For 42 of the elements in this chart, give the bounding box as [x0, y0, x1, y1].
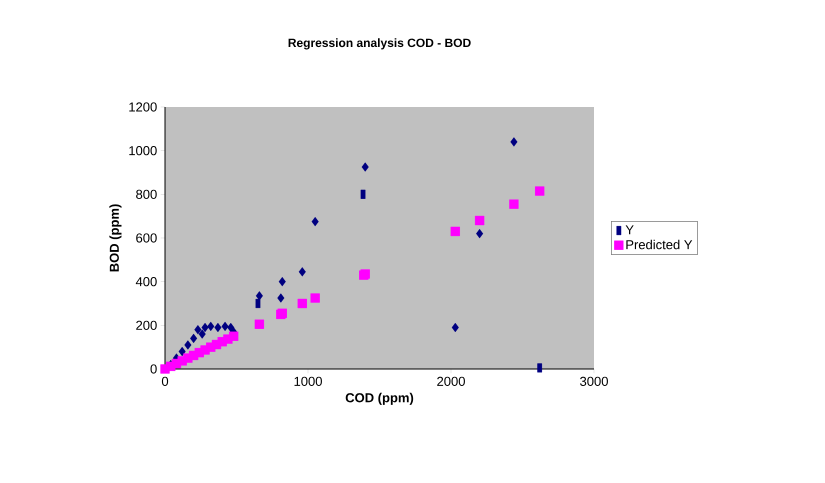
x-tick-label: 3000: [580, 376, 608, 386]
point: [362, 162, 369, 172]
y-tick-label: 400: [136, 277, 157, 286]
x-tick-label: 2000: [437, 376, 465, 386]
point: [190, 334, 198, 344]
legend-label: Predicted Y: [626, 240, 692, 250]
point: [207, 322, 214, 332]
point: [277, 293, 284, 303]
point: [278, 276, 286, 286]
point: [510, 137, 518, 147]
y-tick-label: 0: [150, 364, 157, 374]
point: [310, 293, 320, 303]
point: [256, 291, 263, 301]
point: [474, 216, 484, 226]
point: [184, 340, 192, 350]
y-tick-label: 600: [136, 233, 157, 243]
point: [509, 199, 519, 209]
x-axis-title: COD (ppm): [346, 392, 414, 405]
point: [312, 216, 319, 226]
y-tick-label: 1000: [129, 146, 157, 156]
point: [198, 329, 206, 339]
x-tick-label: 1000: [294, 376, 322, 386]
point: [254, 320, 264, 329]
point: [228, 332, 238, 341]
y-tick-label: 1200: [129, 102, 157, 112]
x-tick-label: 0: [162, 376, 168, 386]
point: [298, 298, 307, 308]
point: [201, 322, 209, 332]
y-axis-title: BOD (ppm): [109, 204, 122, 272]
point: [194, 325, 202, 334]
legend-label: Y: [626, 225, 634, 234]
point: [450, 226, 460, 236]
y-tick-label: 200: [136, 320, 157, 330]
y-tick-label: 800: [136, 190, 157, 199]
chart-title: Regression analysis COD - BOD: [288, 38, 471, 50]
point: [452, 322, 459, 332]
point: [214, 322, 222, 332]
point: [534, 186, 544, 196]
point: [178, 346, 186, 356]
point: [222, 322, 229, 332]
point: [476, 228, 484, 238]
point: [298, 267, 306, 277]
